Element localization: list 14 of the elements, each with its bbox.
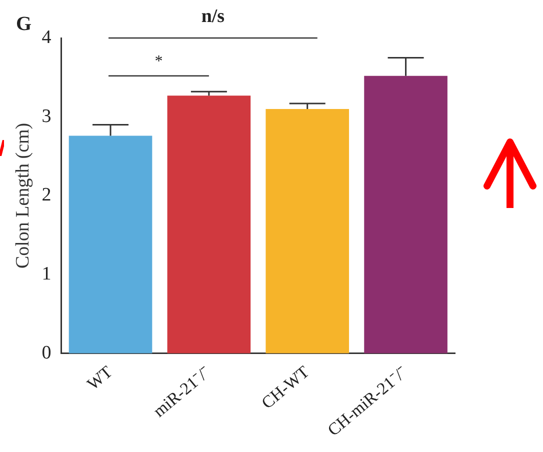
y-tick-label: 4 bbox=[42, 26, 52, 48]
annotation: * bbox=[154, 52, 163, 70]
bar bbox=[68, 136, 152, 354]
bar bbox=[167, 96, 251, 354]
y-tick-label: 2 bbox=[42, 184, 52, 206]
text: G bbox=[16, 13, 32, 35]
y-tick-label: 3 bbox=[42, 106, 52, 127]
bar bbox=[364, 76, 448, 354]
text: n/s bbox=[201, 6, 225, 27]
y-tick-label: 1 bbox=[42, 264, 52, 285]
x-tick-label: WT bbox=[83, 362, 116, 394]
y-tick-label: 0 bbox=[42, 342, 52, 364]
bar bbox=[266, 108, 350, 354]
y-axis-title: Colon Length (cm) bbox=[12, 122, 34, 269]
